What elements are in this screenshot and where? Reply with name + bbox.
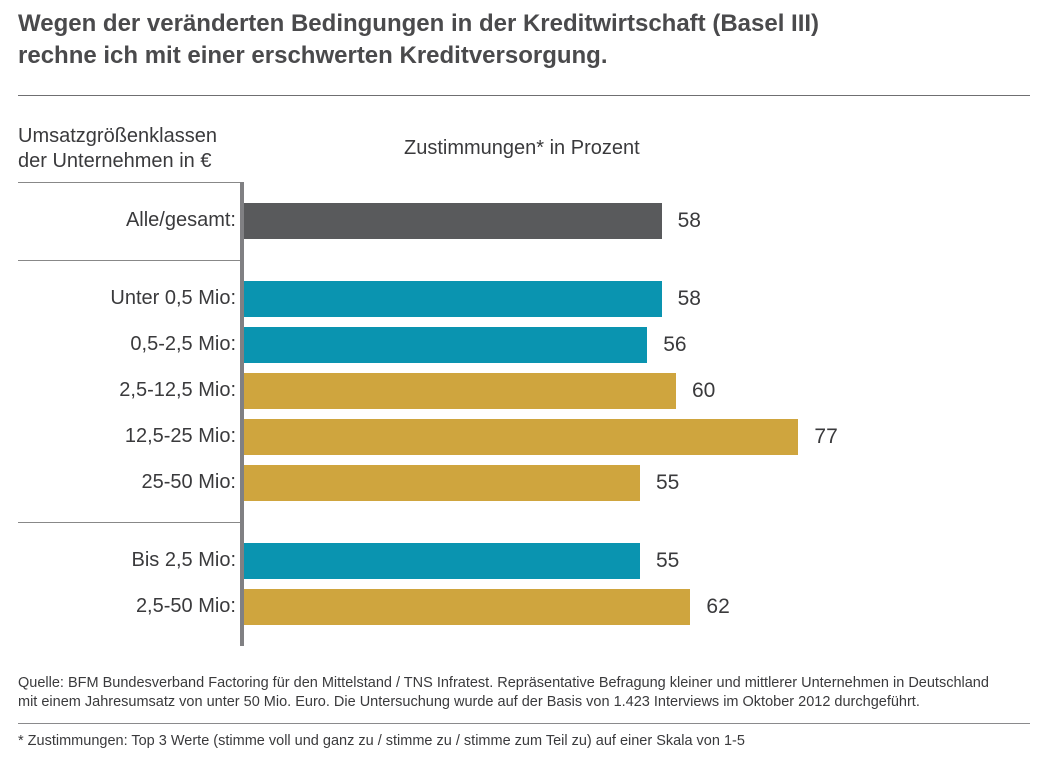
divider-top — [18, 95, 1030, 96]
source-note: Quelle: BFM Bundesverband Factoring für … — [18, 674, 1030, 713]
bar-area: 58 — [244, 276, 1030, 322]
bar-value: 58 — [678, 209, 701, 233]
column-headers: Umsatzgrößenklassen der Unternehmen in €… — [18, 124, 1030, 174]
bar-label: 12,5-25 Mio: — [18, 425, 240, 448]
bar-label: 2,5-50 Mio: — [18, 595, 240, 618]
group-separator — [18, 522, 1030, 538]
group-gap — [18, 244, 1030, 260]
bar-value: 60 — [692, 379, 715, 403]
source-line2: mit einem Jahresumsatz von unter 50 Mio.… — [18, 694, 920, 710]
header-right: Zustimmungen* in Prozent — [244, 137, 1030, 160]
bar-value: 77 — [814, 425, 837, 449]
bar-area: 58 — [244, 198, 1030, 244]
bar — [244, 543, 640, 579]
header-left-line1: Umsatzgrößenklassen — [18, 125, 217, 147]
bar — [244, 281, 662, 317]
bar-label: 25-50 Mio: — [18, 471, 240, 494]
bar — [244, 327, 647, 363]
bar-area: 55 — [244, 538, 1030, 584]
bar-row: Bis 2,5 Mio: 55 — [18, 538, 1030, 584]
bar — [244, 589, 690, 625]
group-gap — [18, 630, 1030, 646]
bar-area: 60 — [244, 368, 1030, 414]
bar-value: 55 — [656, 471, 679, 495]
bar — [244, 419, 798, 455]
group-divider — [18, 182, 244, 183]
chart-title: Wegen der veränderten Bedingungen in der… — [18, 8, 1030, 73]
bar-area: 62 — [244, 584, 1030, 630]
bar-row: Alle/gesamt: 58 — [18, 198, 1030, 244]
divider-footnote — [18, 723, 1030, 724]
bar-label: 2,5-12,5 Mio: — [18, 379, 240, 402]
bar-label: Alle/gesamt: — [18, 209, 240, 232]
source-line1: Quelle: BFM Bundesverband Factoring für … — [18, 675, 989, 691]
bar-row: 12,5-25 Mio: 77 — [18, 414, 1030, 460]
chart-container: Wegen der veränderten Bedingungen in der… — [0, 0, 1048, 751]
bar-row: 25-50 Mio: 55 — [18, 460, 1030, 506]
bar-label: 0,5-2,5 Mio: — [18, 333, 240, 356]
header-left-line2: der Unternehmen in € — [18, 150, 211, 172]
title-line-2: rechne ich mit einer erschwerten Kreditv… — [18, 42, 608, 69]
group-separator — [18, 260, 1030, 276]
footnote-definition: * Zustimmungen: Top 3 Werte (stimme voll… — [18, 732, 1030, 752]
bar — [244, 373, 676, 409]
bar-label: Bis 2,5 Mio: — [18, 549, 240, 572]
group-divider — [18, 260, 244, 261]
bar-row: Unter 0,5 Mio: 58 — [18, 276, 1030, 322]
bar — [244, 203, 662, 239]
bar-area: 55 — [244, 460, 1030, 506]
bar-row: 2,5-12,5 Mio: 60 — [18, 368, 1030, 414]
bar-value: 58 — [678, 287, 701, 311]
group-gap — [18, 506, 1030, 522]
bar-chart: Alle/gesamt: 58 Unter 0,5 Mio: 58 0,5-2,5 Mi… — [18, 182, 1030, 646]
bar-value: 56 — [663, 333, 686, 357]
group-divider — [18, 522, 244, 523]
bar-row: 0,5-2,5 Mio: 56 — [18, 322, 1030, 368]
bar-label: Unter 0,5 Mio: — [18, 287, 240, 310]
bar-area: 56 — [244, 322, 1030, 368]
header-left: Umsatzgrößenklassen der Unternehmen in € — [18, 124, 244, 174]
bar-row: 2,5-50 Mio: 62 — [18, 584, 1030, 630]
bar-value: 55 — [656, 549, 679, 573]
bar-value: 62 — [706, 595, 729, 619]
bar-area: 77 — [244, 414, 1030, 460]
bar — [244, 465, 640, 501]
group-separator — [18, 182, 1030, 198]
footer: Quelle: BFM Bundesverband Factoring für … — [18, 674, 1030, 752]
title-line-1: Wegen der veränderten Bedingungen in der… — [18, 10, 819, 37]
